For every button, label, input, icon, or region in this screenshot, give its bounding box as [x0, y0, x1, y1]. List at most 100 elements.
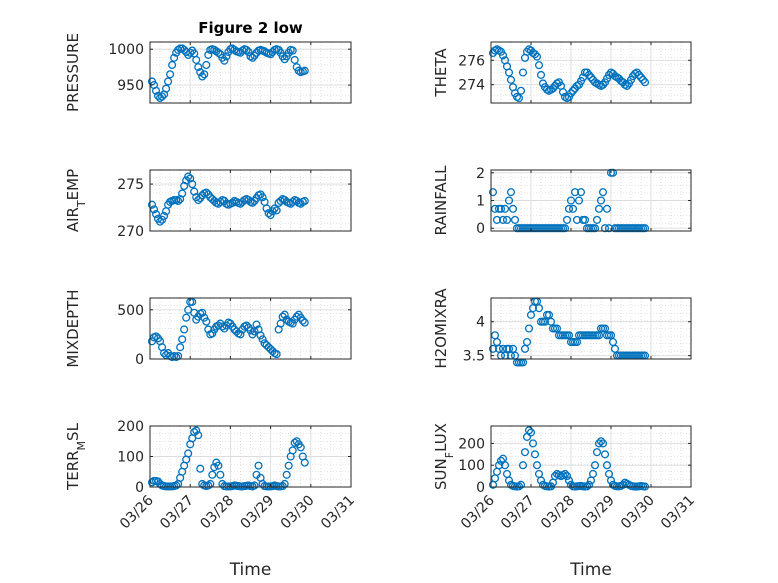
data-point-sun_flux [528, 439, 538, 448]
y-tick-label: 0 [476, 221, 485, 237]
data-point-h2omixra [488, 344, 498, 353]
data-point-rainfall [572, 215, 582, 224]
x-tick-label: 03/29 [238, 493, 278, 533]
data-point-pressure [200, 70, 209, 79]
data-point-air_temp [149, 205, 159, 214]
data-point-rainfall [574, 196, 584, 205]
data-point-sun_flux [582, 482, 592, 491]
y-tick-label: 950 [117, 78, 144, 94]
data-point-sun_flux [594, 439, 604, 448]
data-point-rainfall [562, 215, 572, 224]
data-point-air_temp [228, 198, 237, 207]
data-point-rainfall [500, 204, 510, 213]
data-point-mixdepth [298, 316, 307, 325]
data-point-rainfall [600, 224, 610, 233]
data-point-air_temp [270, 204, 279, 213]
data-point-h2omixra [534, 304, 544, 313]
subplot-theta: 274 276 THETA [432, 41, 692, 104]
data-point-theta [534, 61, 544, 70]
data-point-sun_flux [618, 480, 628, 489]
data-point-rainfall [566, 196, 576, 205]
data-point-rainfall [502, 215, 512, 224]
data-point-sun_flux [536, 476, 546, 485]
data-point-rainfall [640, 224, 650, 233]
x-tick-label: 03/28 [538, 493, 578, 533]
data-point-theta [506, 75, 516, 84]
data-point-air_temp [160, 211, 169, 221]
data-point-theta [638, 75, 648, 84]
data-point-mixdepth [236, 330, 245, 339]
data-point-mixdepth [202, 317, 211, 326]
data-point-mixdepth [151, 332, 161, 341]
data-point-mixdepth [288, 319, 297, 328]
y-tick-label: 200 [117, 419, 144, 435]
data-point-pressure [198, 72, 207, 81]
data-point-sun_flux [550, 472, 560, 481]
y-tick-label: 2 [476, 166, 485, 182]
data-point-rainfall [488, 188, 498, 197]
data-point-air_temp [258, 193, 267, 202]
data-point-sun_flux [520, 448, 530, 457]
y-axis-label-air_temp: AIRTEMP [64, 169, 88, 232]
y-tick-label: 0 [135, 480, 144, 496]
data-point-sun_flux [494, 461, 504, 470]
subplot-h2omixra: 3.5 4 H2OMIXRA [432, 288, 692, 369]
y-tick-label: 1 [476, 194, 485, 210]
data-point-sun_flux [532, 461, 542, 470]
data-point-rainfall [564, 204, 574, 213]
data-point-rainfall [604, 224, 614, 233]
data-point-pressure [300, 66, 309, 75]
data-point-pressure [151, 86, 161, 95]
data-point-mixdepth [280, 310, 289, 319]
data-point-air_temp [184, 172, 193, 181]
y-tick-label: 3.5 [463, 349, 485, 365]
data-point-terr_msl [208, 470, 217, 479]
data-point-sun_flux [518, 461, 528, 470]
data-point-terr_msl [184, 449, 193, 458]
y-tick-label: 500 [117, 303, 144, 319]
x-tick-label: 03/31 [318, 493, 358, 533]
data-point-terr_msl [290, 438, 299, 447]
data-point-terr_msl [254, 461, 263, 470]
data-point-rainfall [568, 204, 578, 213]
data-point-sun_flux [496, 456, 506, 465]
data-point-mixdepth [272, 350, 281, 359]
data-point-theta [536, 70, 546, 79]
data-point-rainfall [490, 204, 500, 213]
data-point-mixdepth [218, 322, 227, 331]
data-point-rainfall [510, 215, 520, 224]
data-point-mixdepth [208, 329, 217, 338]
data-point-sun_flux [588, 469, 598, 478]
data-point-pressure [158, 92, 167, 101]
data-point-mixdepth [188, 297, 197, 306]
data-point-rainfall [498, 215, 508, 224]
y-tick-label: 100 [458, 458, 485, 474]
data-point-sun_flux [562, 472, 572, 481]
data-point-sun_flux [560, 469, 570, 478]
data-point-theta [640, 78, 650, 87]
data-point-sun_flux [602, 461, 612, 470]
axes-box [149, 41, 352, 104]
subplot-terr_msl: 0 100 200 TERRMSL 03/26 03/27 03/28 03/29 03/30 0… [64, 419, 358, 580]
data-point-air_temp [151, 210, 161, 219]
x-tick-label: 03/27 [157, 493, 197, 533]
subplot-air_temp: 270 275 AIRTEMP [64, 169, 352, 240]
data-point-pressure [220, 56, 229, 65]
data-point-pressure [266, 50, 275, 59]
data-point-terr_msl [284, 461, 293, 470]
axes-box [490, 297, 692, 360]
data-point-air_temp [272, 206, 281, 215]
data-point-air_temp [276, 196, 285, 206]
data-point-theta [514, 94, 524, 103]
data-point-pressure [194, 63, 203, 72]
subplot-mixdepth: 0 500 MIXDEPTH [64, 289, 352, 368]
x-axis-label: Time [569, 560, 612, 580]
data-point-sun_flux [590, 461, 600, 470]
data-point-theta [532, 52, 542, 61]
data-point-rainfall [576, 188, 586, 197]
y-tick-label: 274 [458, 78, 485, 94]
data-point-theta [632, 68, 642, 77]
x-tick-label: 03/30 [278, 493, 318, 533]
data-point-terr_msl [216, 470, 225, 479]
